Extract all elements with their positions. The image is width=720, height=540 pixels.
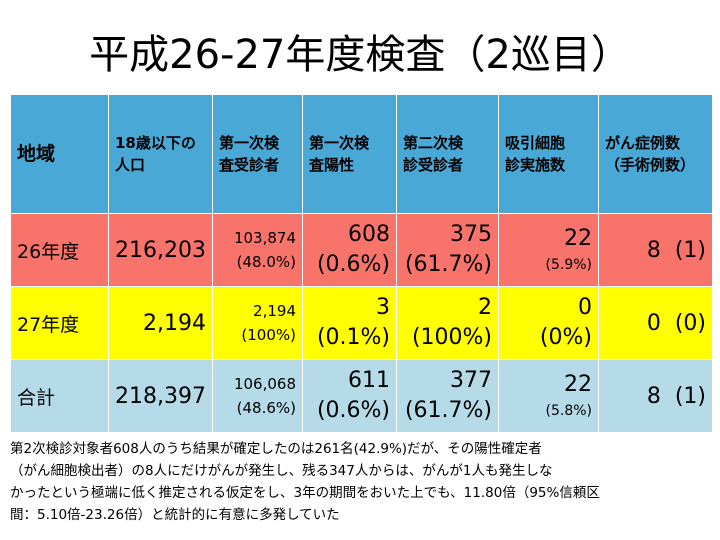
row-cancer: 0 (0) — [598, 286, 713, 360]
row-second-exam: 2 (100%) — [396, 286, 499, 360]
header-region: 地域 — [10, 94, 109, 214]
row-population: 216,203 — [108, 213, 213, 287]
header-first-positive: 第一次検 査陽性 — [302, 94, 397, 214]
footnote-line: 第2次検診対象者608人のうち結果が確定したのは261名(42.9%)だが、その… — [10, 441, 542, 457]
row-region: 26年度 — [10, 213, 109, 287]
header-second-exam: 第二次検 診受診者 — [396, 94, 499, 214]
slide-title: 平成26-27年度検査（2巡目） — [89, 32, 631, 78]
footnote-line: かったという極端に低く推定される仮定をし、3年の期間をおいた上でも、11.80倍… — [10, 485, 600, 501]
header-population: 18歳以下の 人口 — [108, 94, 213, 214]
row-cancer: 8 (1) — [598, 213, 713, 287]
table-row: 合計 218,397 106,068 (48.6%) 611 (0.6%) 377(… — [10, 359, 713, 433]
header-cancer: がん症例数 （手術例数） — [598, 94, 713, 214]
footnote: 第2次検診対象者608人のうち結果が確定したのは261名(42.9%)だが、その… — [10, 438, 710, 526]
header-first-exam: 第一次検 査受診者 — [212, 94, 303, 214]
row-population: 2,194 — [108, 286, 213, 360]
footnote-line: 間：5.10倍-23.26倍）と統計的に有意に多発していた — [10, 507, 340, 523]
row-aspiration: 22 (5.9%) — [498, 213, 599, 287]
row-first-positive: 608 (0.6%) — [302, 213, 397, 287]
row-cancer: 8 (1) — [598, 359, 713, 433]
row-first-positive: 3 (0.1%) — [302, 286, 397, 360]
row-first-positive: 611 (0.6%) — [302, 359, 397, 433]
row-second-exam: 375 (61.7%) — [396, 213, 499, 287]
row-region: 合計 — [10, 359, 109, 433]
table-row: 27年度 2,194 2,194 (100%) 3 (0.1%) 2 (100%) 0… — [10, 286, 713, 360]
row-aspiration: 0 (0%) — [498, 286, 599, 360]
table-row: 26年度 216,203 103,874 (48.0%) 608 (0.6%) 37… — [10, 213, 713, 287]
row-population: 218,397 — [108, 359, 213, 433]
row-first-exam: 106,068 (48.6%) — [212, 359, 303, 433]
screening-table: 地域 18歳以下の 人口 第一次検 査受診者 第一次検 査陽性 第二次検 診受診者 吸引… — [10, 94, 713, 433]
row-first-exam: 2,194 (100%) — [212, 286, 303, 360]
table-header-row: 地域 18歳以下の 人口 第一次検 査受診者 第一次検 査陽性 第二次検 診受診者 吸引… — [10, 94, 713, 214]
row-second-exam: 377 (61.7%) — [396, 359, 499, 433]
header-aspiration: 吸引細胞 診実施数 — [498, 94, 599, 214]
row-region: 27年度 — [10, 286, 109, 360]
row-aspiration: 22 (5.8%) — [498, 359, 599, 433]
row-first-exam: 103,874 (48.0%) — [212, 213, 303, 287]
footnote-line: （がん細胞検出者）の8人にだけがんが発生し、残る347人からは、がんが1人も発生… — [10, 463, 553, 479]
